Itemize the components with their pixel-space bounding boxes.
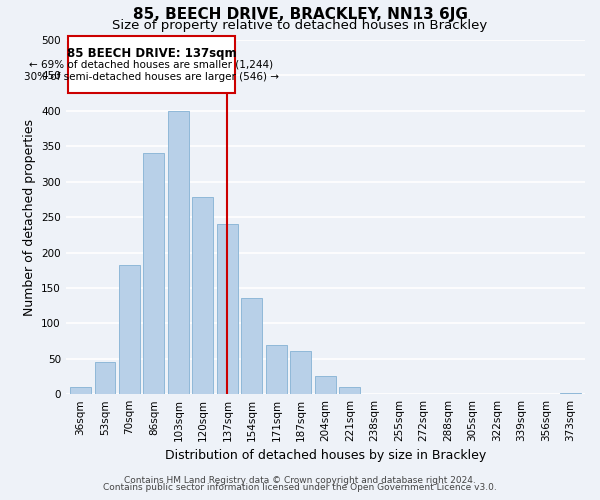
Bar <box>143 154 164 394</box>
Text: Size of property relative to detached houses in Brackley: Size of property relative to detached ho… <box>112 18 488 32</box>
Bar <box>266 344 287 394</box>
Y-axis label: Number of detached properties: Number of detached properties <box>23 118 35 316</box>
X-axis label: Distribution of detached houses by size in Brackley: Distribution of detached houses by size … <box>165 450 486 462</box>
Bar <box>315 376 336 394</box>
Bar <box>168 111 189 394</box>
Text: Contains HM Land Registry data © Crown copyright and database right 2024.: Contains HM Land Registry data © Crown c… <box>124 476 476 485</box>
Text: ← 69% of detached houses are smaller (1,244): ← 69% of detached houses are smaller (1,… <box>29 60 274 70</box>
Bar <box>241 298 262 394</box>
Bar <box>95 362 115 394</box>
Bar <box>119 264 140 394</box>
Text: Contains public sector information licensed under the Open Government Licence v3: Contains public sector information licen… <box>103 484 497 492</box>
Text: 85, BEECH DRIVE, BRACKLEY, NN13 6JG: 85, BEECH DRIVE, BRACKLEY, NN13 6JG <box>133 8 467 22</box>
FancyBboxPatch shape <box>68 36 235 93</box>
Bar <box>290 351 311 394</box>
Bar <box>217 224 238 394</box>
Text: 85 BEECH DRIVE: 137sqm: 85 BEECH DRIVE: 137sqm <box>67 47 236 60</box>
Bar <box>340 387 360 394</box>
Text: 30% of semi-detached houses are larger (546) →: 30% of semi-detached houses are larger (… <box>24 72 279 82</box>
Bar <box>193 198 214 394</box>
Bar <box>70 387 91 394</box>
Bar <box>560 393 581 394</box>
